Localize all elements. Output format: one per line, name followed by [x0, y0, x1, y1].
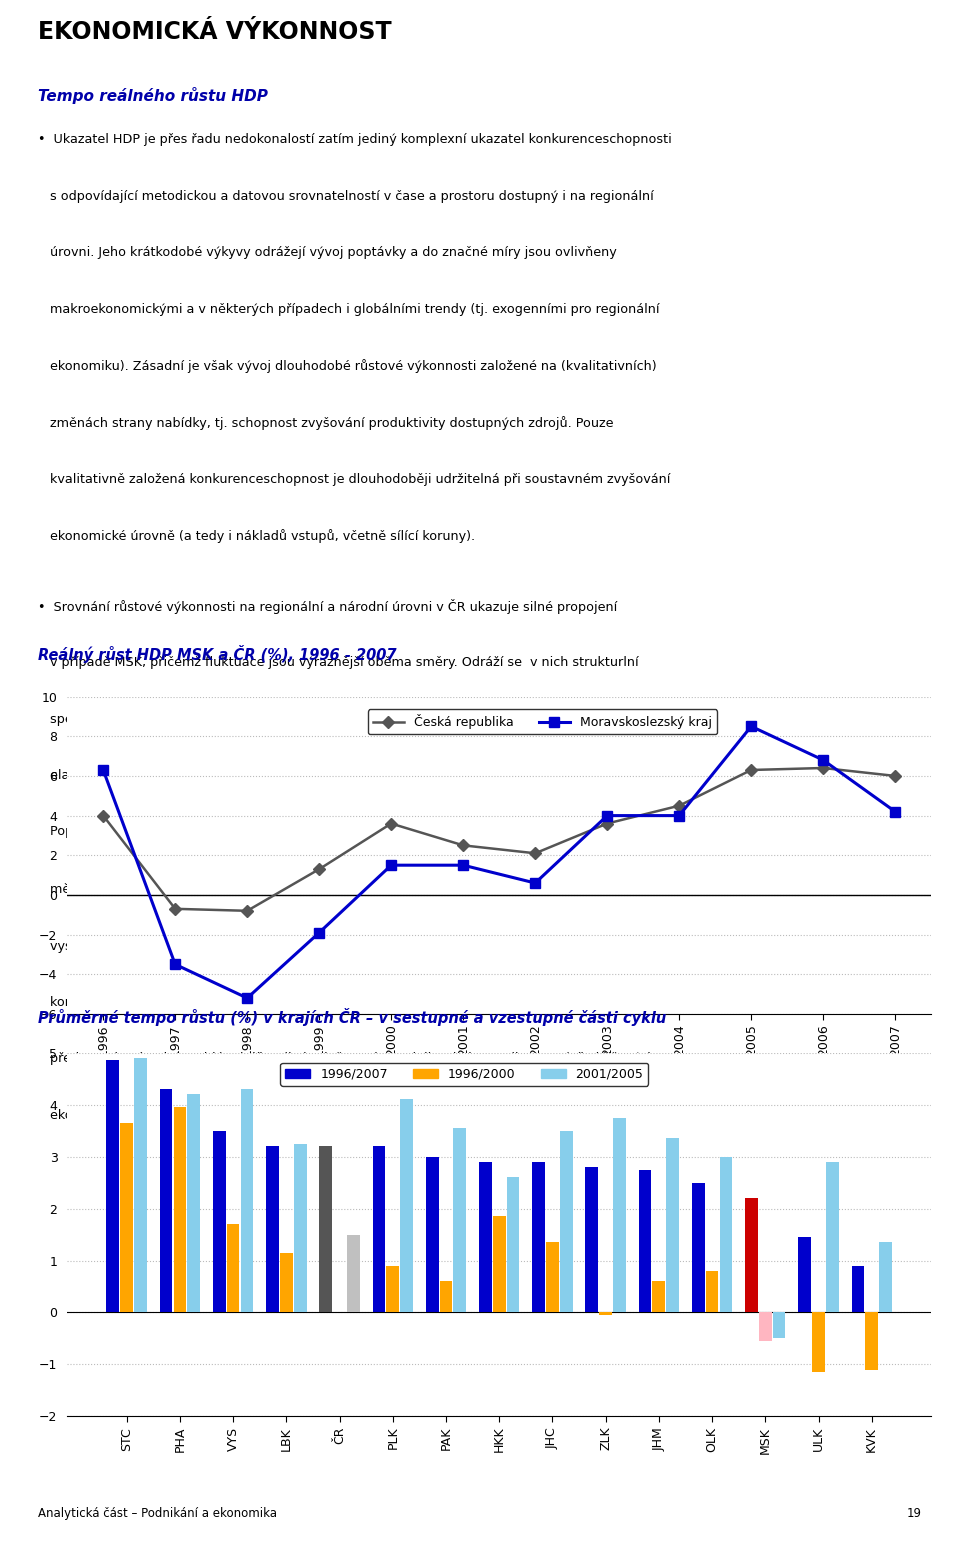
Bar	[187, 1094, 200, 1313]
Text: v případě MSK, přičemž fluktuace jsou výraznější oběma směry. Odráží se  v nich : v případě MSK, přičemž fluktuace jsou vý…	[38, 656, 639, 669]
Bar	[174, 1107, 186, 1313]
Text: měřítku). Schopnost přizpůsobení u kapitálově náročného typu růstu je však zárov: měřítku). Schopnost přizpůsobení u kapit…	[38, 882, 657, 896]
Text: elasticitou poptávky (tj. s citlivostí na cyklický vývoj zejména investičně náro: elasticitou poptávky (tj. s citlivostí n…	[38, 769, 634, 782]
Text: představuje zásadní problém i díky silné odvětvové specializaci ekonomiky MSK (s: představuje zásadní problém i díky silné…	[38, 1051, 656, 1065]
Moravskoslezský kraj	[98, 760, 109, 779]
Moravskoslezský kraj	[458, 856, 469, 875]
Text: kvalitativně založená konkurenceschopnost je dlouhodoběji udržitelná při soustav: kvalitativně založená konkurenceschopnos…	[38, 472, 671, 486]
Bar	[440, 1282, 452, 1313]
Text: Analytická část – Podnikání a ekonomika: Analytická část – Podnikání a ekonomika	[38, 1508, 277, 1520]
Bar	[666, 1138, 679, 1313]
Text: Poptávka je navíc z velké části odvozena (odvětvově a územně exogenní, a to i v : Poptávka je navíc z velké části odvozena…	[38, 825, 636, 839]
Text: makroekonomickými a v některých případech i globálními trendy (tj. exogenními pr: makroekonomickými a v některých případec…	[38, 303, 660, 316]
Bar	[507, 1178, 519, 1313]
Moravskoslezský kraj	[242, 989, 253, 1008]
Česká republika	[674, 796, 685, 814]
Bar	[826, 1161, 839, 1313]
Bar	[865, 1313, 878, 1370]
Moravskoslezský kraj	[746, 717, 757, 735]
Text: EKONOMICKÁ VÝKONNOST: EKONOMICKÁ VÝKONNOST	[38, 20, 392, 43]
Bar	[386, 1266, 399, 1313]
Bar	[532, 1161, 545, 1313]
Česká republika	[314, 859, 325, 878]
Bar	[812, 1313, 825, 1372]
Bar	[560, 1130, 572, 1313]
Bar	[879, 1243, 892, 1313]
Moravskoslezský kraj	[386, 856, 397, 875]
Česká republika	[530, 844, 541, 862]
Text: specifika regionální ekonomiky díky velké váze těžkého průmyslu, resp. odvětví s: specifika regionální ekonomiky díky velk…	[38, 712, 626, 726]
Česká republika	[98, 807, 109, 825]
Bar	[347, 1235, 360, 1313]
Moravskoslezský kraj	[890, 802, 901, 820]
Text: •  Ukazatel HDP je přes řadu nedokonalostí zatím jediný komplexní ukazatel konku: • Ukazatel HDP je přes řadu nedokonalost…	[38, 133, 672, 146]
Česká republika	[890, 766, 901, 785]
Text: vysokým podílem fixních nákladů. Tato kombinace růstových charakteristik je příz: vysokým podílem fixních nákladů. Tato ko…	[38, 938, 661, 952]
Text: úrovni. Jeho krátkodobé výkyvy odrážejí vývoj poptávky a do značné míry jsou ovl: úrovni. Jeho krátkodobé výkyvy odrážejí …	[38, 246, 617, 259]
Line: Moravskoslezský kraj: Moravskoslezský kraj	[98, 721, 900, 1003]
Text: •  Srovnání růstové výkonnosti na regionální a národní úrovni v ČR ukazuje silné: • Srovnání růstové výkonnosti na regioná…	[38, 599, 617, 615]
Moravskoslezský kraj	[314, 923, 325, 941]
Česká republika	[458, 836, 469, 854]
Bar	[492, 1217, 506, 1313]
Bar	[400, 1099, 413, 1313]
Česká republika	[602, 814, 613, 833]
Line: Česká republika: Česká republika	[99, 763, 900, 915]
Česká republika	[818, 759, 829, 777]
Bar	[653, 1282, 665, 1313]
Text: ekonomické úrovně (a tedy i nákladů vstupů, včetně sílící koruny).: ekonomické úrovně (a tedy i nákladů vstu…	[38, 529, 475, 543]
Česká republika	[386, 814, 397, 833]
Text: konjunktury (omezující je pouze dostupnost zdrojů v krátkodobém horizontu), ale : konjunktury (omezující je pouze dostupno…	[38, 995, 675, 1009]
Text: Tempo reálného růstu HDP: Tempo reálného růstu HDP	[38, 87, 268, 104]
Text: ekonomiku). Zásadní je však vývoj dlouhodobé růstové výkonnosti založené na (kva: ekonomiku). Zásadní je však vývoj dlouho…	[38, 359, 657, 373]
Bar	[706, 1271, 718, 1313]
Text: ekonomických subjektů však zároveň tlumí dopady propadu na výrobní kapacity).: ekonomických subjektů však zároveň tlumí…	[38, 1108, 573, 1122]
Bar	[479, 1161, 492, 1313]
Česká republika	[242, 901, 253, 920]
Bar	[759, 1313, 772, 1341]
Bar	[852, 1266, 864, 1313]
Bar	[266, 1146, 278, 1313]
Česká republika	[746, 760, 757, 779]
Moravskoslezský kraj	[602, 807, 613, 825]
Bar	[586, 1167, 598, 1313]
Bar	[372, 1146, 385, 1313]
Bar	[720, 1156, 732, 1313]
Text: změnách strany nabídky, tj. schopnost zvyšování produktivity dostupných zdrojů. : změnách strany nabídky, tj. schopnost zv…	[38, 416, 613, 430]
Bar	[426, 1156, 439, 1313]
Text: s odpovídající metodickou a datovou srovnatelností v čase a prostoru dostupný i : s odpovídající metodickou a datovou srov…	[38, 190, 654, 203]
Moravskoslezský kraj	[170, 955, 181, 974]
Legend: Česká republika, Moravskoslezský kraj: Česká republika, Moravskoslezský kraj	[368, 709, 717, 734]
Text: 19: 19	[906, 1508, 922, 1520]
Bar	[134, 1057, 147, 1313]
Bar	[745, 1198, 757, 1313]
Bar	[320, 1146, 332, 1313]
Bar	[613, 1118, 626, 1313]
Bar	[280, 1252, 293, 1313]
Bar	[227, 1224, 239, 1313]
Bar	[294, 1144, 306, 1313]
Bar	[120, 1122, 133, 1313]
Moravskoslezský kraj	[674, 807, 685, 825]
Bar	[638, 1170, 652, 1313]
Text: Průměrné tempo růstu (%) v krajích ČR – v sestupné a vzestupné části cyklu: Průměrné tempo růstu (%) v krajích ČR – …	[38, 1008, 666, 1026]
Bar	[241, 1090, 253, 1313]
Bar	[213, 1130, 226, 1313]
Bar	[159, 1090, 173, 1313]
Bar	[107, 1060, 119, 1313]
Bar	[546, 1243, 559, 1313]
Bar	[773, 1313, 785, 1339]
Moravskoslezský kraj	[530, 873, 541, 892]
Bar	[799, 1237, 811, 1313]
Česká republika	[170, 899, 181, 918]
Bar	[692, 1183, 705, 1313]
Legend: 1996/2007, 1996/2000, 2001/2005: 1996/2007, 1996/2000, 2001/2005	[280, 1062, 648, 1085]
Moravskoslezský kraj	[818, 751, 829, 769]
Bar	[453, 1128, 467, 1313]
Bar	[599, 1313, 612, 1316]
Text: Reálný růst HDP MSK a ČR (%), 1996 - 2007: Reálný růst HDP MSK a ČR (%), 1996 - 200…	[38, 644, 396, 663]
